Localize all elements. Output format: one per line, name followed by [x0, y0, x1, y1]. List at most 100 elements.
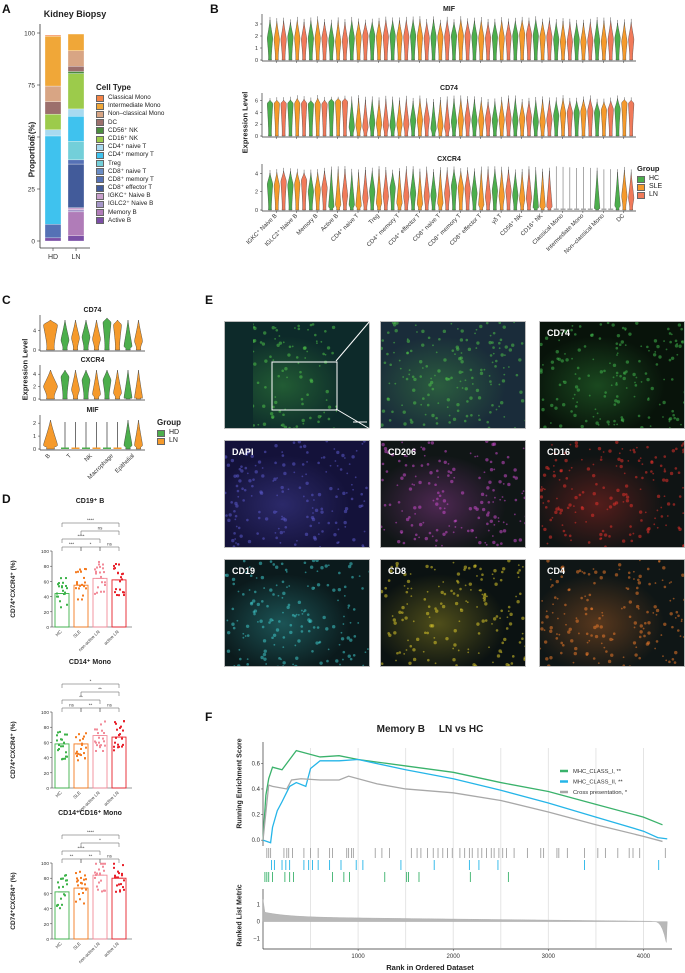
svg-text:****: ****: [77, 846, 84, 851]
svg-text:0: 0: [257, 920, 261, 926]
svg-text:ns: ns: [69, 703, 75, 708]
legend-label: Active B: [108, 217, 131, 225]
svg-text:HD: HD: [48, 254, 58, 261]
svg-text:MIF: MIF: [443, 6, 456, 13]
legend-item: CD8⁺ effector T: [96, 184, 164, 192]
svg-text:3: 3: [255, 22, 258, 28]
legend-item: IGLC2⁺ Naive B: [96, 200, 164, 208]
legend-swatch: [96, 103, 104, 110]
svg-text:4000: 4000: [637, 954, 651, 960]
panel-letter-b: B: [210, 2, 219, 16]
svg-text:100: 100: [41, 710, 49, 716]
legend-swatch: [96, 111, 104, 118]
svg-text:0: 0: [33, 348, 36, 354]
svg-text:2: 2: [33, 385, 36, 391]
svg-text:80: 80: [44, 564, 50, 570]
svg-text:CD74: CD74: [84, 307, 102, 314]
panel-letter-d: D: [2, 492, 11, 506]
legend-item: CD56⁺ NK: [96, 127, 164, 135]
svg-text:SLE: SLE: [72, 941, 82, 951]
svg-text:Intermediate Mono: Intermediate Mono: [546, 213, 586, 253]
svg-text:LN: LN: [72, 254, 81, 261]
svg-text:**: **: [89, 703, 93, 708]
svg-text:0.2: 0.2: [252, 813, 261, 819]
legend-swatch: [96, 119, 104, 126]
legend-item: LN: [637, 191, 662, 199]
legend-label: Intermediate Mono: [108, 102, 161, 110]
legend-item: CD16⁺ NK: [96, 135, 164, 143]
legend-swatch: [637, 192, 645, 199]
if-image-label: CD74: [547, 328, 570, 338]
svg-text:Epithelial: Epithelial: [114, 453, 135, 474]
svg-text:80: 80: [44, 725, 50, 731]
svg-text:4: 4: [33, 372, 36, 378]
legend-swatch: [96, 152, 104, 159]
panel-a-ylabel: Proportion (%): [28, 110, 37, 190]
svg-text:2: 2: [255, 122, 258, 128]
svg-text:CD74: CD74: [440, 85, 458, 92]
svg-text:40: 40: [44, 756, 50, 762]
svg-text:active LN: active LN: [103, 941, 120, 958]
panel-c-ylabel: Expression Level: [21, 330, 30, 410]
legend-label: DC: [108, 119, 117, 127]
panel-a-legend-title: Cell Type: [96, 83, 164, 92]
if-image-overview-merged: [224, 321, 370, 429]
legend-swatch: [96, 136, 104, 143]
legend-item: SLE: [637, 183, 662, 191]
legend-label: CD8⁺ effector T: [108, 184, 152, 192]
svg-text:T: T: [66, 453, 73, 460]
svg-text:SLE: SLE: [72, 790, 82, 800]
panel-f-plot: 0.00.20.40.6MHC_CLASS_I, **MHC_CLASS_II,…: [0, 0, 1, 1]
legend-label: HC: [649, 175, 659, 183]
svg-text:40: 40: [44, 907, 50, 913]
legend-swatch: [96, 185, 104, 192]
legend-label: CD8⁺ memory T: [108, 176, 154, 184]
legend-swatch: [96, 144, 104, 151]
svg-text:ns: ns: [107, 542, 113, 547]
svg-text:0: 0: [46, 786, 49, 792]
legend-label: Classical Mono: [108, 94, 151, 102]
svg-text:0: 0: [33, 447, 36, 453]
legend-swatch: [96, 168, 104, 175]
svg-text:100: 100: [41, 549, 49, 555]
if-image-label: CD206: [388, 447, 416, 457]
legend-item: Active B: [96, 217, 164, 225]
legend-swatch: [96, 160, 104, 167]
legend-swatch: [637, 176, 645, 183]
svg-text:CD74⁺CXCR4⁺ (%): CD74⁺CXCR4⁺ (%): [10, 872, 17, 929]
legend-label: CD16⁺ NK: [108, 135, 138, 143]
svg-text:60: 60: [44, 891, 50, 897]
svg-text:0: 0: [255, 208, 258, 214]
svg-text:20: 20: [44, 922, 50, 928]
if-image-label: CD4: [547, 566, 565, 576]
legend-label: CD56⁺ NK: [108, 127, 138, 135]
svg-text:0: 0: [33, 397, 36, 403]
svg-text:0: 0: [46, 937, 49, 943]
svg-text:*: *: [90, 542, 92, 547]
svg-text:−1: −1: [253, 937, 261, 943]
svg-text:**: **: [79, 695, 83, 700]
legend-item: CD8⁺ naive T: [96, 168, 164, 176]
panel-c-legend: Group HD LN: [157, 418, 181, 445]
svg-text:100: 100: [41, 861, 49, 867]
legend-swatch: [96, 217, 104, 224]
svg-text:CXCR4: CXCR4: [437, 156, 461, 163]
if-image-label: CD16: [547, 447, 570, 457]
svg-text:γδ T: γδ T: [491, 213, 504, 226]
panel-f-xlabel: Rank in Ordered Dataset: [330, 963, 530, 972]
svg-text:2: 2: [255, 190, 258, 196]
panel-b-ylabel: Expression Level: [241, 83, 250, 163]
svg-text:**: **: [89, 854, 93, 859]
legend-label: Memory B: [108, 209, 137, 217]
if-image-zoom-merged: [380, 321, 526, 429]
legend-swatch: [96, 95, 104, 102]
legend-swatch: [96, 193, 104, 200]
svg-text:80: 80: [44, 876, 50, 882]
legend-item: Intermediate Mono: [96, 102, 164, 110]
svg-text:B: B: [45, 453, 52, 460]
legend-item: IGKC⁺ Naive B: [96, 192, 164, 200]
legend-label: CD4⁺ naive T: [108, 143, 146, 151]
svg-text:Non–classical Mono: Non–classical Mono: [564, 213, 607, 256]
svg-text:Memory B: Memory B: [296, 213, 320, 237]
if-image-cd206: CD206: [380, 440, 526, 548]
